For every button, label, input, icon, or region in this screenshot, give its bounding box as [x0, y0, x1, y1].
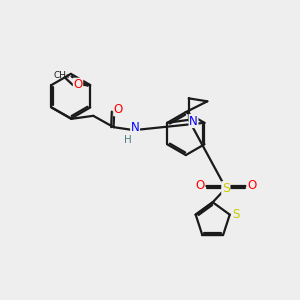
Text: S: S — [222, 182, 230, 195]
Text: CH₃: CH₃ — [54, 71, 70, 80]
Text: O: O — [114, 103, 123, 116]
Text: O: O — [247, 179, 256, 192]
Text: O: O — [196, 179, 205, 192]
Text: N: N — [131, 121, 140, 134]
Text: H: H — [124, 135, 132, 145]
Text: S: S — [232, 208, 240, 221]
Text: O: O — [74, 78, 82, 91]
Text: N: N — [189, 115, 198, 128]
